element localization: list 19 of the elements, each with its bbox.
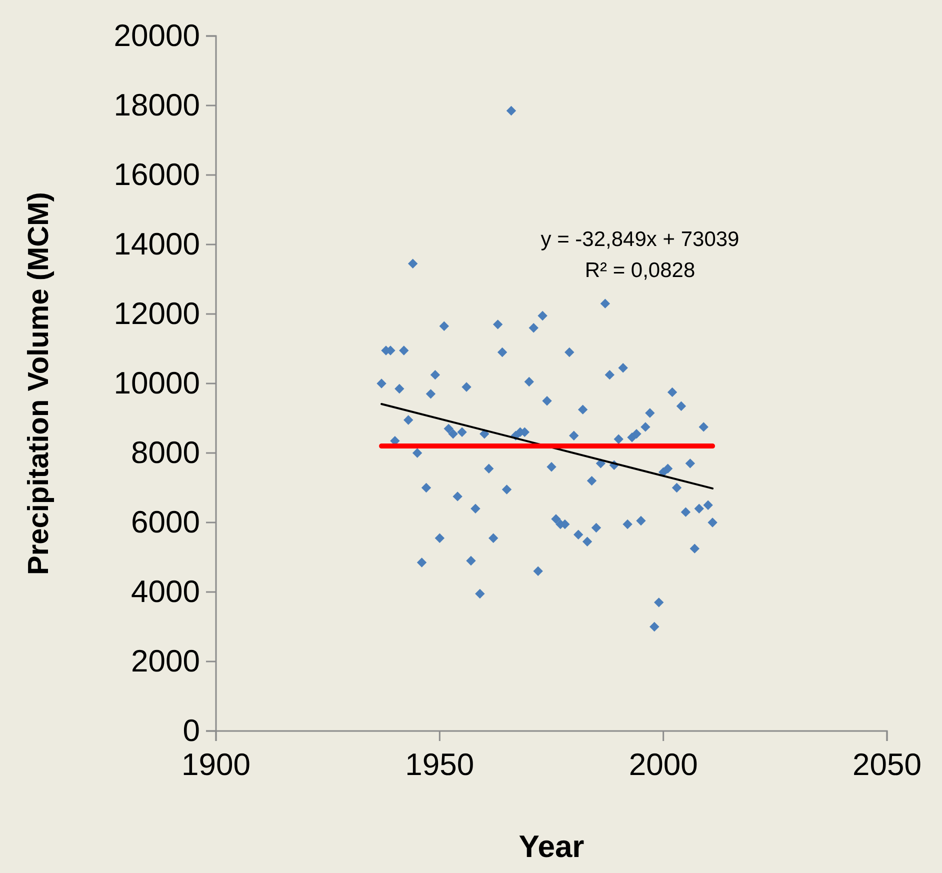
y-tick-label: 2000 [131,643,200,678]
x-tick-label: 2050 [852,747,922,782]
y-tick-label: 16000 [114,156,200,192]
y-tick-label: 20000 [114,18,200,53]
y-tick-label: 14000 [114,226,200,262]
annotation: R² = 0,0828 [584,259,696,282]
x-tick-label: 1900 [182,747,250,782]
y-tick-label: 10000 [114,365,200,400]
y-tick-label: 4000 [131,574,200,609]
y-axis-title: Precipitation Volume (MCM) [23,192,55,575]
y-tick-label: 8000 [131,434,200,470]
annotation: y = -32,849x + 73039 [540,228,740,251]
x-axis-title: Year [518,829,584,864]
y-tick-label: 18000 [114,87,200,122]
y-tick-label: 0 [182,712,200,748]
x-tick-label: 1950 [405,747,474,782]
y-tick-label: 12000 [114,296,200,331]
x-tick-label: 2000 [628,747,698,782]
y-tick-label: 6000 [131,504,200,540]
